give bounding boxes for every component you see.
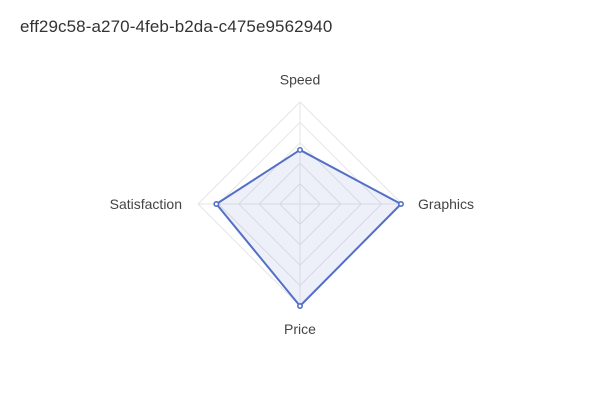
axis-label-satisfaction: Satisfaction	[110, 196, 182, 212]
axis-label-speed: Speed	[280, 72, 320, 88]
data-point-speed	[296, 146, 303, 153]
axis-label-price: Price	[284, 321, 316, 337]
data-point-satisfaction	[213, 201, 220, 208]
data-point-graphics	[397, 201, 404, 208]
data-point-price	[296, 302, 303, 309]
chart-title: eff29c58-a270-4feb-b2da-c475e9562940	[20, 17, 333, 36]
radar-axis-labels: Speed Graphics Price Satisfaction	[110, 72, 474, 337]
radar-series	[213, 146, 404, 309]
series-area-0	[215, 148, 402, 307]
axis-label-graphics: Graphics	[418, 196, 474, 212]
